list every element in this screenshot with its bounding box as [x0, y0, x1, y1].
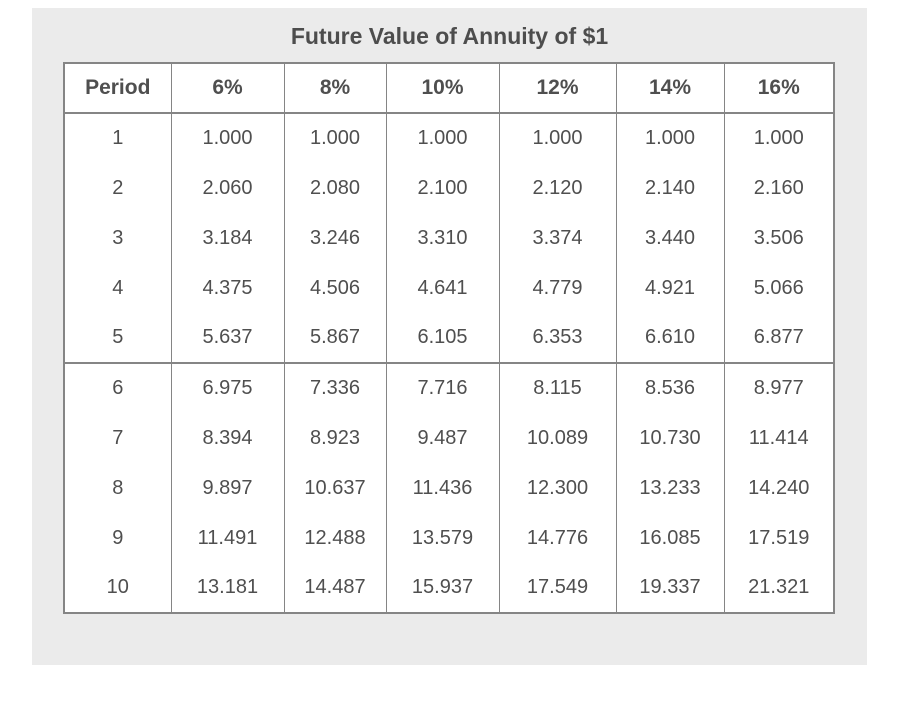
value-cell: 6.353: [498, 313, 616, 363]
value-cell: 3.184: [170, 213, 284, 263]
table-row: 2 2.060 2.080 2.100 2.120 2.140 2.160: [64, 163, 834, 213]
value-cell: 8.536: [615, 362, 724, 413]
table-row: 9 11.491 12.488 13.579 14.776 16.085 17.519: [64, 513, 834, 563]
period-cell: 2: [112, 176, 124, 199]
value-cell: 6.105: [385, 313, 499, 363]
value-cell: 17.549: [498, 563, 616, 613]
table-title: Future Value of Annuity of $1: [290, 23, 609, 49]
value-cell: 3.246: [283, 213, 386, 263]
value-cell: 10.730: [615, 413, 724, 463]
value-cell: 14.487: [283, 563, 386, 613]
value-cell: 2.140: [615, 163, 724, 213]
value-cell: 14.240: [723, 463, 834, 513]
value-cell: 1.000: [283, 113, 386, 163]
value-cell: 1.000: [170, 113, 284, 163]
rate-column-header: 6%: [170, 63, 284, 114]
value-cell: 3.506: [723, 213, 834, 263]
value-cell: 10.637: [283, 463, 386, 513]
value-cell: 19.337: [615, 563, 724, 613]
value-cell: 11.436: [385, 463, 499, 513]
value-cell: 7.716: [385, 362, 499, 413]
value-cell: 12.300: [498, 463, 616, 513]
value-cell: 1.000: [723, 113, 834, 163]
rows-group-2: 6 6.975 7.336 7.716 8.115 8.536 8.977 7 8.394 8.9…: [64, 362, 834, 613]
rows-group-1: 1 1.000 1.000 1.000 1.000 1.000 1.000 2 2.060 2.0…: [64, 113, 834, 363]
period-cell: 8: [112, 476, 124, 499]
value-cell: 8.923: [283, 413, 386, 463]
value-cell: 6.975: [170, 362, 284, 413]
value-cell: 14.776: [498, 513, 616, 563]
value-cell: 11.414: [723, 413, 834, 463]
period-cell: 6: [64, 362, 171, 413]
value-cell: 6.610: [615, 313, 724, 363]
table-row: 6 6.975 7.336 7.716 8.115 8.536 8.977: [64, 362, 834, 413]
period-cell: 5: [112, 326, 124, 348]
value-cell: 2.100: [385, 163, 499, 213]
value-cell: 15.937: [385, 563, 499, 613]
period-column-header: Period: [64, 63, 171, 114]
value-cell: 2.060: [170, 163, 284, 213]
period-cell: 7: [112, 426, 124, 449]
rate-column-header: 8%: [283, 63, 386, 114]
annuity-table: Period 6% 8% 10% 12% 14% 16% 1 1.000 1.000 1.000 1…: [63, 62, 835, 614]
value-cell: 5.066: [723, 263, 834, 313]
period-cell: 10: [106, 576, 129, 598]
value-cell: 4.506: [283, 263, 386, 313]
value-cell: 4.375: [170, 263, 284, 313]
value-cell: 4.921: [615, 263, 724, 313]
value-cell: 2.120: [498, 163, 616, 213]
value-cell: 6.877: [723, 313, 834, 363]
value-cell: 10.089: [498, 413, 616, 463]
period-cell: 1: [112, 127, 124, 149]
table-row: 10 13.181 14.487 15.937 17.549 19.337 21.321: [64, 563, 834, 613]
value-cell: 9.487: [385, 413, 499, 463]
table-row: 1 1.000 1.000 1.000 1.000 1.000 1.000: [64, 113, 834, 163]
table-row: 8 9.897 10.637 11.436 12.300 13.233 14.240: [64, 463, 834, 513]
table-row: 4 4.375 4.506 4.641 4.779 4.921 5.066: [64, 263, 834, 313]
value-cell: 9.897: [170, 463, 284, 513]
value-cell: 1.000: [498, 113, 616, 163]
value-cell: 5.637: [170, 313, 284, 363]
value-cell: 13.233: [615, 463, 724, 513]
rate-column-header: 14%: [615, 63, 724, 114]
value-cell: 3.440: [615, 213, 724, 263]
rate-column-header: 10%: [385, 63, 499, 114]
value-cell: 8.115: [498, 362, 616, 413]
value-cell: 2.160: [723, 163, 834, 213]
value-cell: 3.310: [385, 213, 499, 263]
table-row: 3 3.184 3.246 3.310 3.374 3.440 3.506: [64, 213, 834, 263]
value-cell: 8.977: [723, 362, 834, 413]
period-cell: 9: [112, 526, 124, 549]
value-cell: 11.491: [170, 513, 284, 563]
value-cell: 13.579: [385, 513, 499, 563]
value-cell: 5.867: [283, 313, 386, 363]
value-cell: 12.488: [283, 513, 386, 563]
value-cell: 13.181: [170, 563, 284, 613]
value-cell: 4.641: [385, 263, 499, 313]
rate-column-header: 16%: [723, 63, 834, 114]
value-cell: 17.519: [723, 513, 834, 563]
value-cell: 21.321: [723, 563, 834, 613]
value-cell: 1.000: [615, 113, 724, 163]
value-cell: 3.374: [498, 213, 616, 263]
value-cell: 7.336: [283, 362, 386, 413]
period-cell: 4: [112, 276, 124, 299]
table-row: 7 8.394 8.923 9.487 10.089 10.730 11.414: [64, 413, 834, 463]
exhibit-panel: Future Value of Annuity of $1 Period 6% 8%…: [32, 8, 867, 665]
value-cell: 16.085: [615, 513, 724, 563]
value-cell: 2.080: [283, 163, 386, 213]
value-cell: 4.779: [498, 263, 616, 313]
period-cell: 3: [112, 226, 124, 249]
rate-column-header: 12%: [498, 63, 616, 114]
header-row: Period 6% 8% 10% 12% 14% 16%: [64, 63, 834, 114]
table-header: Period 6% 8% 10% 12% 14% 16%: [64, 63, 834, 114]
value-cell: 8.394: [170, 413, 284, 463]
value-cell: 1.000: [385, 113, 499, 163]
table-row: 5 5.637 5.867 6.105 6.353 6.610 6.877: [64, 313, 834, 363]
